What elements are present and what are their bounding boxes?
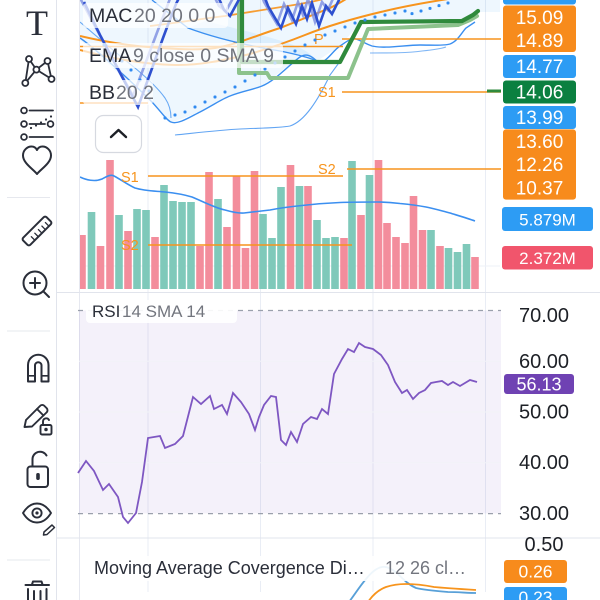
svg-text:30.00: 30.00	[519, 503, 569, 525]
svg-text:P: P	[314, 32, 324, 48]
svg-text:S1: S1	[121, 170, 139, 186]
svg-text:70.00: 70.00	[519, 305, 569, 327]
svg-text:13.99: 13.99	[516, 108, 564, 129]
svg-text:MAC: MAC	[89, 5, 132, 27]
svg-text:14.77: 14.77	[516, 57, 564, 78]
svg-text:9 close 0 SMA 9: 9 close 0 SMA 9	[133, 45, 274, 67]
svg-text:S2: S2	[121, 238, 139, 254]
svg-text:15.09: 15.09	[516, 8, 564, 29]
svg-text:10.37: 10.37	[516, 179, 564, 200]
svg-text:60.00: 60.00	[519, 351, 569, 373]
svg-text:12.26: 12.26	[516, 155, 564, 176]
svg-text:0.23: 0.23	[518, 588, 552, 600]
svg-text:RSI: RSI	[92, 302, 120, 321]
svg-text:14 SMA 14: 14 SMA 14	[122, 302, 205, 321]
svg-text:Moving Average Covergence Di…: Moving Average Covergence Di…	[94, 558, 365, 578]
svg-text:13.60: 13.60	[516, 132, 564, 153]
svg-text:20 2: 20 2	[116, 82, 154, 104]
svg-text:5.879M: 5.879M	[519, 211, 576, 230]
svg-text:S1: S1	[318, 85, 336, 101]
svg-text:T: T	[26, 3, 48, 43]
svg-text:56.13: 56.13	[516, 375, 561, 395]
svg-text:40.00: 40.00	[519, 452, 569, 474]
svg-text:2.372M: 2.372M	[519, 249, 576, 268]
svg-text:12 26 cl…: 12 26 cl…	[385, 558, 466, 578]
svg-text:14.06: 14.06	[516, 83, 564, 104]
svg-text:BB: BB	[89, 82, 115, 104]
svg-text:14.89: 14.89	[516, 31, 564, 52]
svg-text:EMA: EMA	[89, 45, 131, 67]
svg-text:20 20 0 0: 20 20 0 0	[134, 5, 215, 27]
svg-text:0.50: 0.50	[525, 534, 564, 556]
svg-text:S2: S2	[318, 162, 336, 178]
svg-text:50.00: 50.00	[519, 402, 569, 424]
svg-text:0.26: 0.26	[518, 562, 552, 582]
